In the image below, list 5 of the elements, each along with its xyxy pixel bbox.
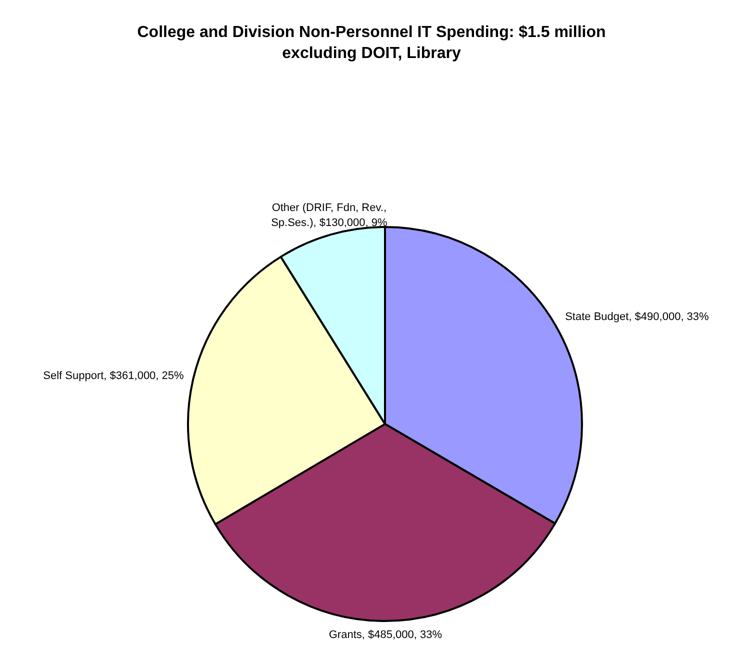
chart-title: College and Division Non-Personnel IT Spending: $1.5 million excluding DOIT, Library	[136, 23, 607, 64]
slice-label: Other (DRIF, Fdn, Rev., Sp.Ses.), $130,000, 9%	[271, 202, 388, 229]
slice-label: Grants, $485,000, 33%	[328, 629, 442, 642]
slice-label: Self Support, $361,000, 25%	[43, 370, 184, 382]
slice-label: State Budget, $490,000, 33%	[565, 311, 710, 324]
